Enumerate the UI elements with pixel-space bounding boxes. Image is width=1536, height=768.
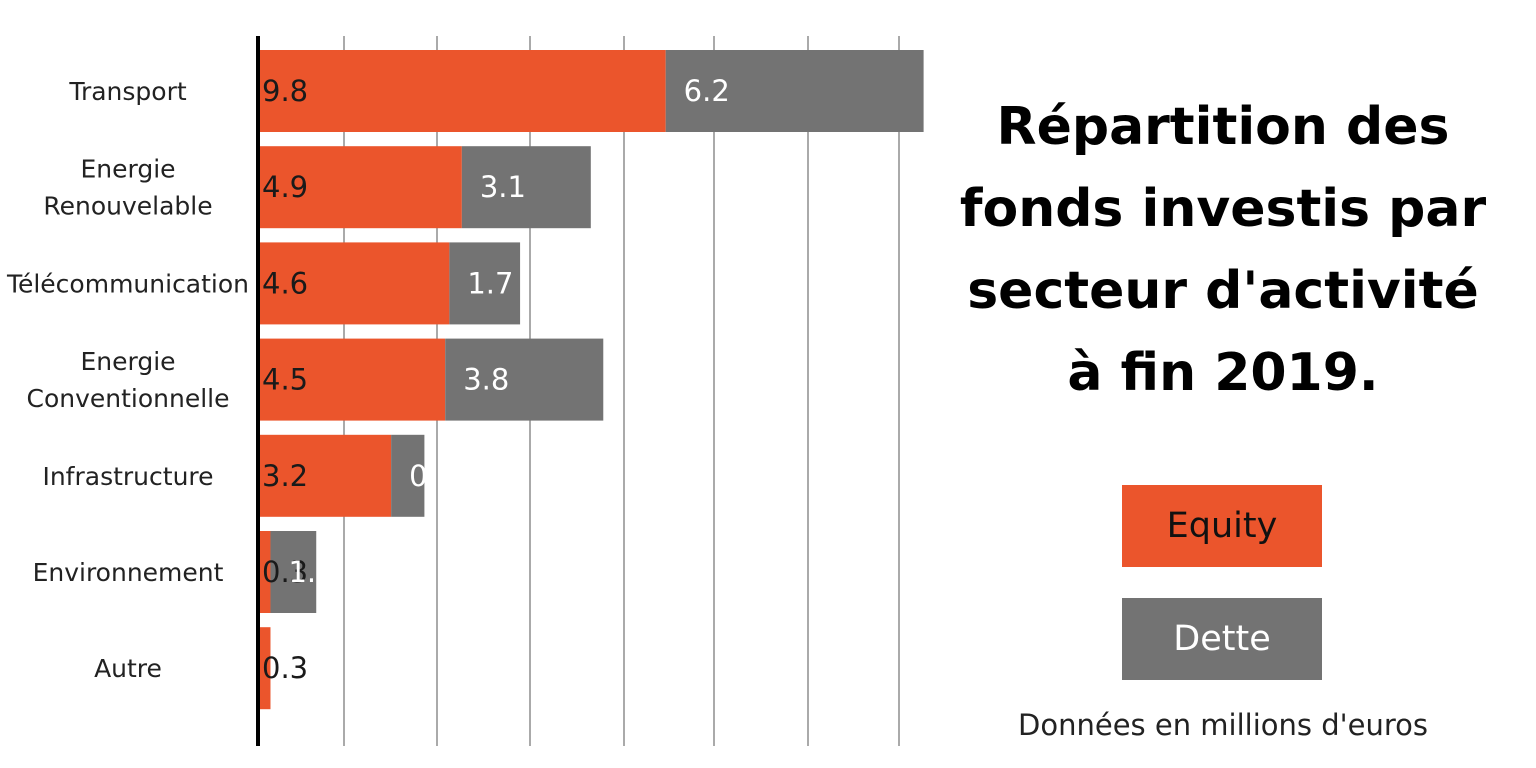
legend-equity: Equity	[1122, 485, 1322, 567]
category-label-2-line-2: Renouvelable	[43, 192, 212, 221]
chart-title-line-3: secteur d'activité	[967, 261, 1479, 321]
bar-dette-3	[449, 242, 521, 325]
category-label-7: Autre	[94, 654, 162, 683]
category-label-3: Télécommunication	[6, 269, 249, 298]
units-note: Données en millions d'euros	[1018, 708, 1428, 742]
category-label-2-line-1: Energie	[80, 155, 175, 184]
chart-title-line-4: à fin 2019.	[1067, 343, 1379, 403]
legend-dette: Dette	[1122, 598, 1322, 680]
value-label-equity-7: 0.3	[262, 651, 308, 685]
value-label-equity-4: 4.5	[262, 363, 308, 397]
value-label-equity-1: 9.8	[262, 74, 308, 108]
bar-dette-5	[391, 434, 425, 517]
chart-title-line-1: Répartition des	[996, 97, 1450, 157]
bar-dette-1	[665, 50, 924, 132]
category-label-6: Environnement	[33, 558, 224, 587]
chart-title-line-2: fonds investis par	[959, 179, 1487, 239]
bar-equity-4	[258, 338, 446, 421]
value-label-dette-4: 3.8	[463, 363, 509, 397]
value-labels: 9.8 6.24.9 3.14.6 1.74.5 3.83.2 0.80.31.10.3	[262, 74, 730, 685]
value-label-equity-5: 3.2	[262, 459, 308, 493]
legend-equity-label: Equity	[1166, 506, 1278, 546]
bar-dette-6	[270, 531, 317, 613]
value-label-dette-3: 1.7	[467, 266, 513, 300]
value-label-equity-2: 4.9	[262, 170, 308, 204]
bar-dette-2	[461, 146, 591, 229]
category-label-4-line-2: Conventionnelle	[26, 384, 229, 413]
bar-equity-5	[258, 434, 392, 517]
bar-equity-1	[258, 50, 666, 132]
bar-equity-6	[258, 531, 271, 613]
legend-dette-label: Dette	[1173, 619, 1271, 659]
chart-title: Répartition des fonds investis par secte…	[940, 86, 1506, 414]
value-label-equity-6: 0.3	[262, 555, 308, 589]
bars	[258, 50, 924, 710]
value-label-dette-6: 1.1	[288, 555, 334, 589]
category-labels: Transport Energie Renouvelable Télécommunic…	[6, 77, 249, 683]
bar-equity-3	[258, 242, 450, 325]
bar-equity-7	[258, 627, 271, 710]
value-label-equity-3: 4.6	[262, 266, 308, 300]
category-label-5: Infrastructure	[42, 462, 213, 491]
category-label-1: Transport	[68, 77, 187, 106]
bar-dette-4	[445, 338, 604, 421]
value-label-dette-2: 3.1	[480, 170, 526, 204]
value-label-dette-1: 6.2	[684, 74, 730, 108]
value-label-dette-5: 0.8	[409, 459, 455, 493]
category-label-4-line-1: Energie	[80, 347, 175, 376]
bar-equity-2	[258, 146, 462, 229]
